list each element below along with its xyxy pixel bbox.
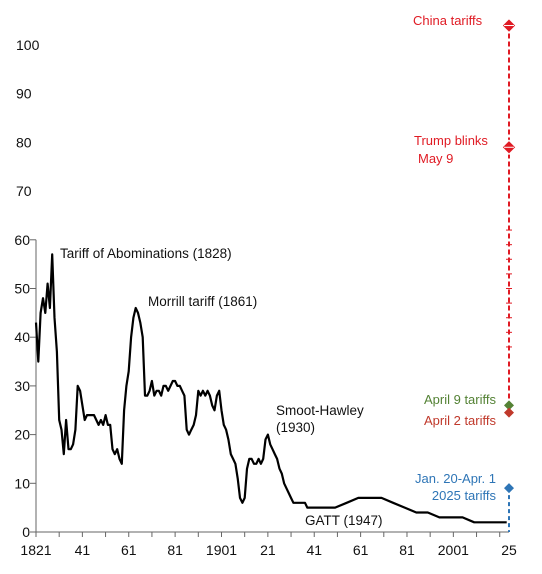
y-tick-label: 80 <box>16 134 32 150</box>
marker-diamond <box>504 407 514 418</box>
annotation-label: Smoot-Hawley <box>276 403 364 418</box>
marker-label: May 9 <box>418 151 453 166</box>
marker-diamond <box>504 483 514 494</box>
x-tick-label: 41 <box>306 542 322 558</box>
x-tick-label: 1821 <box>20 542 51 558</box>
x-tick-label: 2001 <box>438 542 469 558</box>
markers: China tariffs Trump blinks May 9 April 9 ta… <box>413 13 517 532</box>
annotations: Tariff of Abominations (1828) Morrill tar… <box>60 246 383 528</box>
marker-label: China tariffs <box>413 13 483 28</box>
marker-label: April 2 tariffs <box>424 413 497 428</box>
x-tick-label: 21 <box>260 542 276 558</box>
marker-label: Trump blinks <box>414 133 488 148</box>
y-tick-label: 70 <box>16 183 32 199</box>
x-tick-label: 61 <box>353 542 369 558</box>
tariff-rate-line <box>34 253 507 524</box>
marker-label: 2025 tariffs <box>432 488 497 503</box>
x-axis: 1821 41 61 81 1901 21 41 61 81 2001 25 <box>20 531 517 558</box>
x-tick-label: 25 <box>501 542 517 558</box>
x-tick-label: 81 <box>167 542 183 558</box>
y-tick-label: 0 <box>22 524 30 540</box>
y-tick-label: 30 <box>14 378 30 394</box>
y-tick-label: 10 <box>14 475 30 491</box>
y-tick-label: 50 <box>14 281 30 297</box>
annotation-label: (1930) <box>276 420 315 435</box>
marker-label: April 9 tariffs <box>424 392 497 407</box>
x-tick-label: 41 <box>75 542 91 558</box>
x-tick-label: 1901 <box>206 542 237 558</box>
marker-label: Jan. 20-Apr. 1 <box>415 471 496 486</box>
annotation-label: Morrill tariff (1861) <box>148 294 257 309</box>
y-tick-label: 60 <box>14 232 30 248</box>
y-tick-label: 100 <box>16 37 40 53</box>
y-tick-label: 40 <box>14 329 30 345</box>
x-tick-label: 61 <box>121 542 137 558</box>
x-tick-label: 81 <box>399 542 415 558</box>
annotation-label: Tariff of Abominations (1828) <box>60 246 232 261</box>
y-tick-label: 90 <box>16 86 32 102</box>
y-axis: 0 10 20 30 40 50 60 70 80 90 100 <box>14 37 39 540</box>
marker-diamond <box>504 400 514 411</box>
annotation-label: GATT (1947) <box>305 513 383 528</box>
y-tick-label: 20 <box>14 427 30 443</box>
